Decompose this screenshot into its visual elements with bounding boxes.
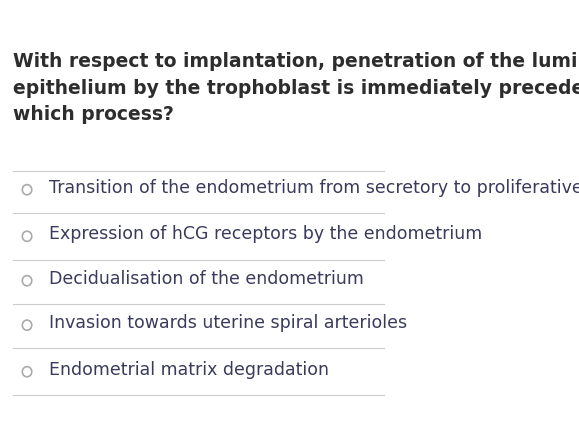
Text: Decidualisation of the endometrium: Decidualisation of the endometrium [49, 270, 364, 288]
Text: Transition of the endometrium from secretory to proliferative: Transition of the endometrium from secre… [49, 178, 579, 197]
Circle shape [23, 367, 32, 377]
Text: With respect to implantation, penetration of the luminal
epithelium by the troph: With respect to implantation, penetratio… [13, 52, 579, 124]
Text: Expression of hCG receptors by the endometrium: Expression of hCG receptors by the endom… [49, 225, 482, 243]
Circle shape [23, 184, 32, 195]
Text: Invasion towards uterine spiral arterioles: Invasion towards uterine spiral arteriol… [49, 314, 407, 332]
Circle shape [23, 231, 32, 242]
Circle shape [23, 320, 32, 330]
Circle shape [23, 276, 32, 286]
Text: Endometrial matrix degradation: Endometrial matrix degradation [49, 360, 329, 379]
